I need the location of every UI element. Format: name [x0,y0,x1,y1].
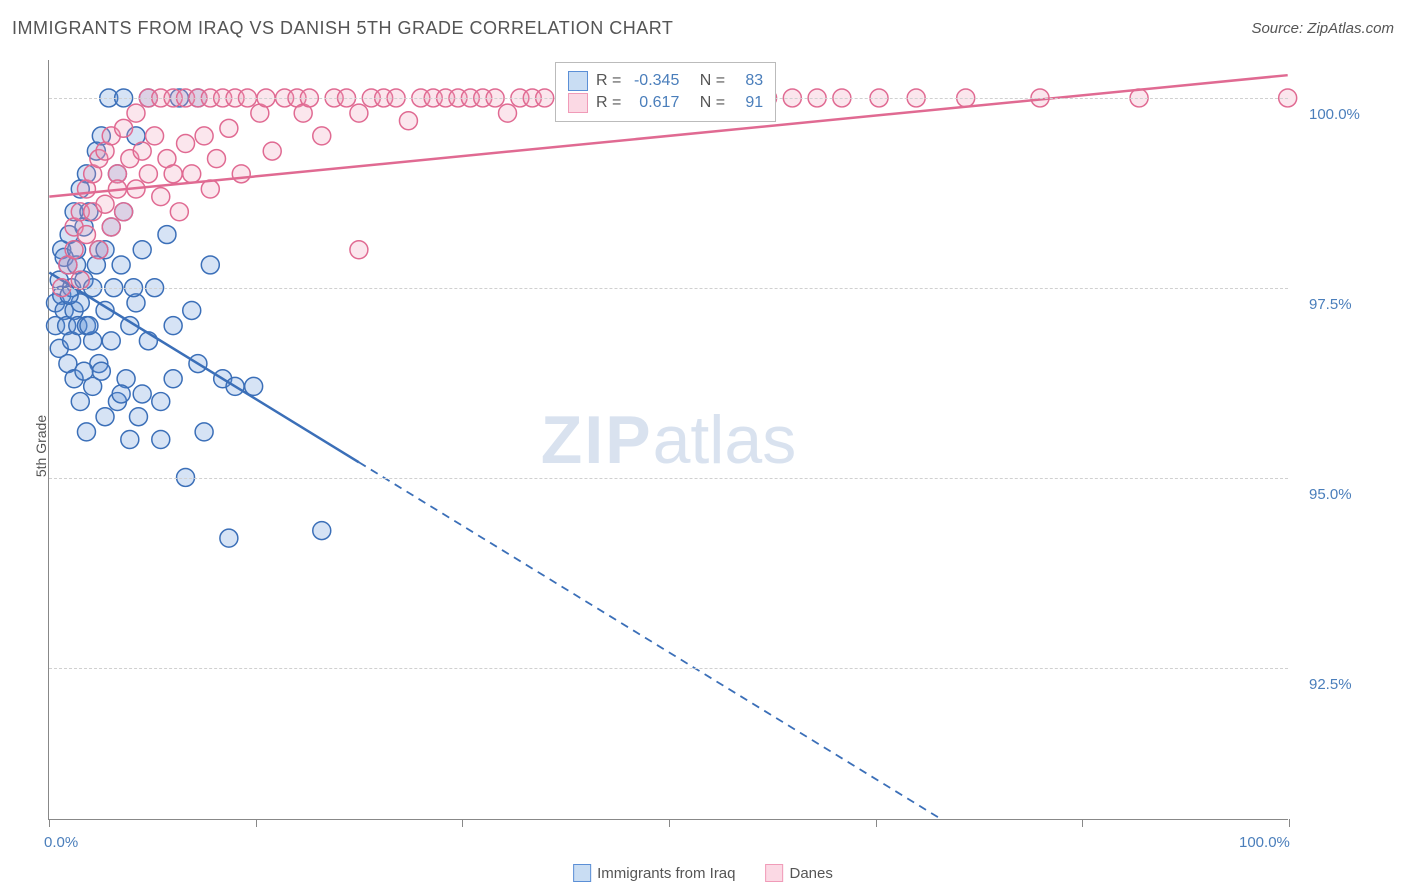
legend-label-iraq: Immigrants from Iraq [597,865,735,882]
legend-swatch-iraq [573,864,591,882]
data-point [90,241,108,259]
data-point [263,142,281,160]
y-tick-label: 92.5% [1309,676,1352,693]
data-point [112,256,130,274]
data-point [80,317,98,335]
data-point [195,423,213,441]
x-tick [669,819,670,827]
scatter-svg [49,60,1288,819]
gridline [49,288,1288,289]
data-point [133,241,151,259]
data-point [133,142,151,160]
x-tick [1289,819,1290,827]
x-tick [462,819,463,827]
stats-swatch-1 [568,93,588,113]
data-point [129,408,147,426]
data-point [232,165,250,183]
data-point [152,393,170,411]
stats-box: R = -0.345 N = 83 R = 0.617 N = 91 [555,62,776,122]
data-point [201,256,219,274]
stats-n-val-1: 91 [733,94,763,112]
gridline [49,668,1288,669]
data-point [112,385,130,403]
y-tick-label: 97.5% [1309,296,1352,313]
data-point [499,104,517,122]
data-point [77,423,95,441]
data-point [350,241,368,259]
data-point [102,218,120,236]
y-tick-label: 100.0% [1309,106,1360,123]
plot-area: ZIPatlas 92.5%95.0%97.5%100.0%0.0%100.0% [48,60,1288,820]
data-point [96,195,114,213]
data-point [65,241,83,259]
data-point [220,529,238,547]
data-point [183,301,201,319]
stats-r-val-1: 0.617 [629,94,679,112]
data-point [102,332,120,350]
stats-row-0: R = -0.345 N = 83 [568,71,763,91]
data-point [139,165,157,183]
stats-row-1: R = 0.617 N = 91 [568,93,763,113]
data-point [96,408,114,426]
legend-bottom: Immigrants from Iraq Danes [573,864,833,882]
chart-title: IMMIGRANTS FROM IRAQ VS DANISH 5TH GRADE… [12,18,673,39]
data-point [121,431,139,449]
data-point [201,180,219,198]
data-point [115,203,133,221]
trend-line-dashed [359,462,941,819]
data-point [152,431,170,449]
legend-swatch-danes [766,864,784,882]
stats-r-val-0: -0.345 [629,72,679,90]
legend-item-danes: Danes [766,864,833,882]
stats-swatch-0 [568,71,588,91]
x-tick [1082,819,1083,827]
data-point [164,370,182,388]
data-point [164,165,182,183]
gridline [49,478,1288,479]
chart-header: IMMIGRANTS FROM IRAQ VS DANISH 5TH GRADE… [12,18,1394,39]
data-point [220,119,238,137]
stats-n-label-1: N = [700,94,725,112]
data-point [71,393,89,411]
x-tick-label: 0.0% [44,834,78,851]
y-axis-label: 5th Grade [33,415,49,477]
legend-item-iraq: Immigrants from Iraq [573,864,735,882]
data-point [177,135,195,153]
stats-n-label-0: N = [700,72,725,90]
data-point [164,317,182,335]
data-point [313,127,331,145]
y-tick-label: 95.0% [1309,486,1352,503]
data-point [146,127,164,145]
x-tick [256,819,257,827]
data-point [195,127,213,145]
data-point [133,385,151,403]
data-point [75,362,93,380]
data-point [350,104,368,122]
data-point [158,226,176,244]
data-point [313,522,331,540]
stats-r-label-1: R = [596,94,621,112]
x-tick-label: 100.0% [1239,834,1290,851]
data-point [92,362,110,380]
stats-n-val-0: 83 [733,72,763,90]
x-tick [876,819,877,827]
data-point [170,203,188,221]
chart-source: Source: ZipAtlas.com [1251,20,1394,37]
data-point [71,271,89,289]
data-point [77,226,95,244]
data-point [399,112,417,130]
data-point [152,188,170,206]
data-point [127,104,145,122]
data-point [208,150,226,168]
stats-r-label-0: R = [596,72,621,90]
legend-label-danes: Danes [790,865,833,882]
data-point [115,119,133,137]
x-tick [49,819,50,827]
data-point [183,165,201,183]
